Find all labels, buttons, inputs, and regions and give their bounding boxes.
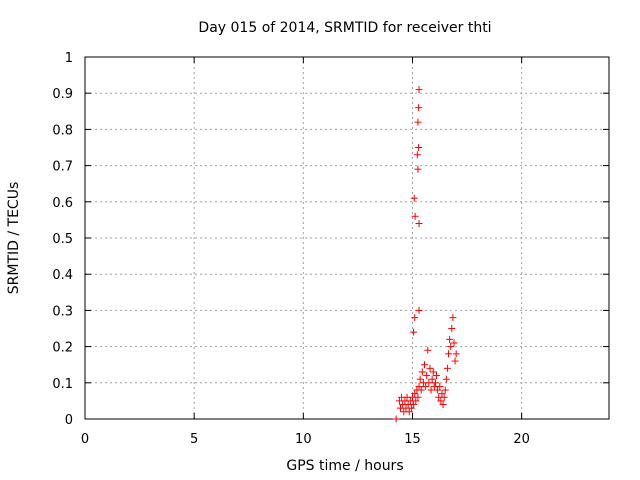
data-point [414,393,422,401]
x-tick-label: 10 [295,432,312,447]
x-tick-label: 15 [404,432,421,447]
data-point [411,390,419,398]
data-point [415,104,423,112]
data-point [426,364,434,372]
y-tick-label: 0.7 [52,160,73,175]
x-tick-label: 5 [190,432,198,447]
data-point [413,151,421,159]
data-point [433,372,441,380]
data-point [421,361,429,369]
y-tick-label: 1 [65,51,73,66]
x-axis-label: GPS time / hours [286,458,403,474]
data-point [428,375,436,383]
y-tick-label: 0.2 [52,341,73,356]
data-point [412,397,420,405]
x-tick-label: 20 [513,432,530,447]
y-tick-label: 0.8 [52,123,73,138]
data-point [429,368,437,376]
data-point [410,194,418,202]
data-point [411,314,419,322]
data-point [441,386,449,394]
data-point [423,372,431,380]
data-point [438,390,446,398]
data-point [452,350,460,358]
data-point [447,343,455,351]
data-point [431,379,439,387]
data-point [425,379,433,387]
data-point [436,382,444,390]
data-point [449,314,457,322]
y-axis-label: SRMTID / TECUs [6,182,22,295]
data-point [424,346,432,354]
data-point [418,368,426,376]
data-point [415,86,423,94]
data-point [439,401,447,409]
data-point [450,339,458,347]
data-point [411,212,419,220]
data-point [407,404,415,412]
chart-title: Day 015 of 2014, SRMTID for receiver tht… [198,20,491,36]
data-point [416,375,424,383]
data-point [417,386,425,394]
data-point [415,220,423,228]
data-point [445,350,453,358]
x-tick-label: 0 [81,432,89,447]
data-point [434,386,442,394]
data-point [451,357,459,365]
axis-ticks: 0 5 10 15 20 0 0.1 0.2 0.3 0.4 0.5 0.6 0.7 0.8 0.9 1 [52,51,609,447]
data-point [414,118,422,126]
data-point [422,382,430,390]
y-tick-label: 0.6 [52,196,73,211]
data-point [442,375,450,383]
data-point [427,386,435,394]
data-point [415,144,423,151]
data-point [448,325,456,332]
data-point [437,397,445,405]
y-tick-label: 0.4 [52,268,73,283]
data-point [440,393,448,401]
data-point [446,335,454,343]
data-point [443,364,451,372]
y-tick-label: 0.3 [52,304,73,319]
grid [85,57,609,419]
data-point [410,328,418,336]
data-point [405,408,413,416]
data-point [392,415,400,423]
data-point [415,306,423,314]
data-point [410,401,418,409]
data-point [415,382,423,390]
data-points [392,86,460,423]
y-tick-label: 0.9 [52,87,73,102]
data-point [414,165,422,173]
y-tick-label: 0 [65,413,73,428]
y-tick-label: 0.5 [52,232,73,247]
y-tick-label: 0.1 [52,377,73,392]
